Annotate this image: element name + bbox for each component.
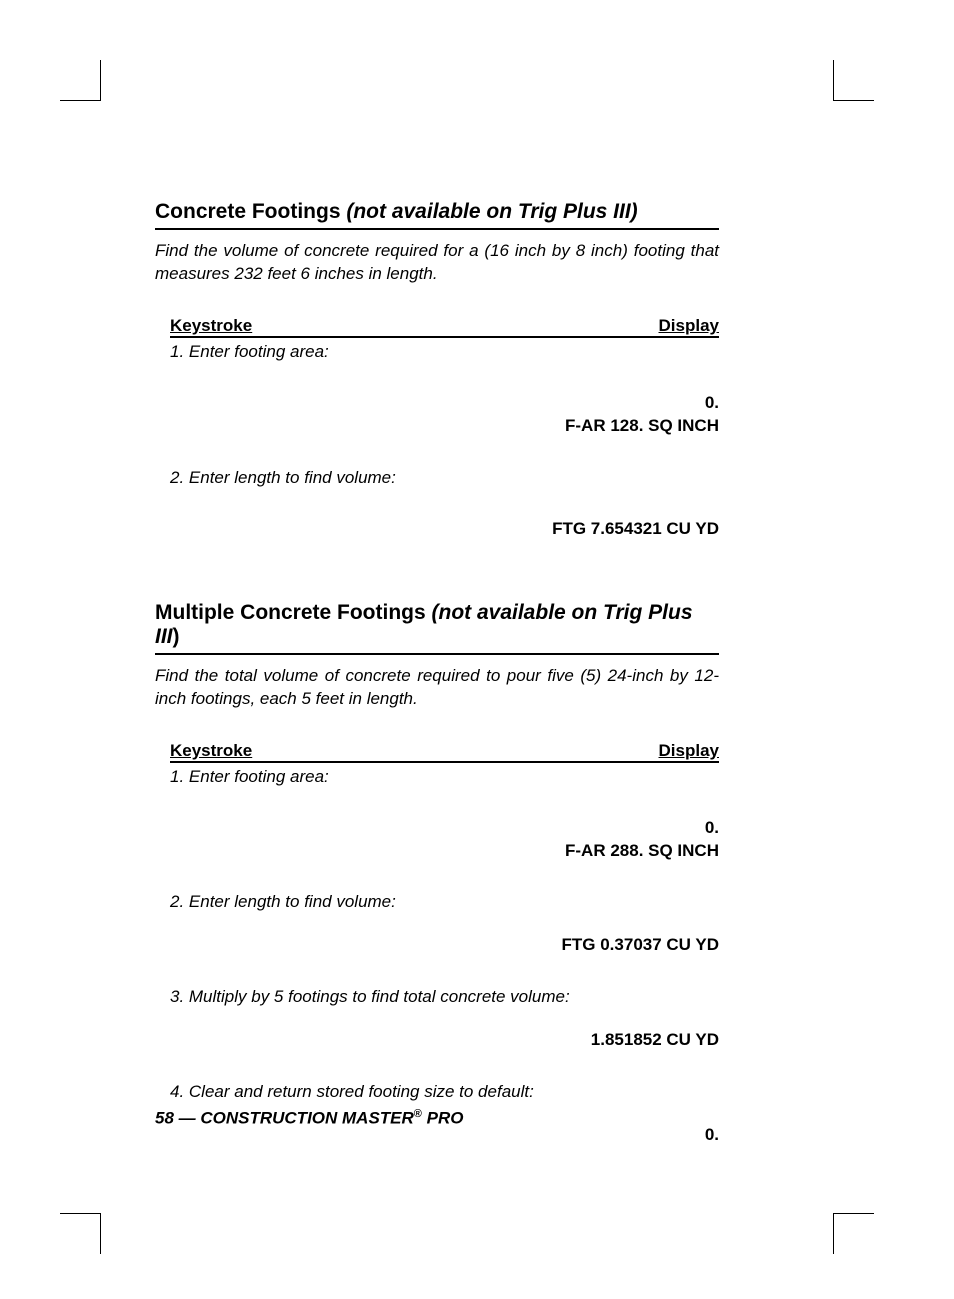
section1-step2-display: FTG 7.654321 CU YD	[155, 518, 719, 541]
section1-step1-display: 0. F-AR 128. SQ INCH	[155, 392, 719, 438]
section2-step4-label: 4. Clear and return stored footing size …	[170, 1082, 719, 1102]
page-footer: 58 — CONSTRUCTION MASTER® PRO	[155, 1108, 463, 1129]
section1-intro: Find the volume of concrete required for…	[155, 240, 719, 286]
footer-text: 58 — CONSTRUCTION MASTER	[155, 1109, 414, 1128]
section2-title-plain: Multiple Concrete Footings	[155, 601, 432, 624]
page: Concrete Footings (not available on Trig…	[0, 0, 954, 1299]
section2-step1-display: 0. F-AR 288. SQ INCH	[155, 817, 719, 863]
section1-title-plain: Concrete Footings	[155, 200, 346, 223]
spacer	[155, 571, 719, 601]
section1-title: Concrete Footings (not available on Trig…	[155, 200, 719, 230]
crop-mark-top-left	[60, 60, 101, 101]
section1-title-italic: (not available on Trig Plus III)	[346, 200, 637, 223]
section1-step1-label: 1. Enter footing area:	[170, 342, 719, 362]
section1-table-header: Keystroke Display	[170, 316, 719, 338]
section2-intro: Find the total volume of concrete requir…	[155, 665, 719, 711]
display-line: FTG 7.654321 CU YD	[155, 518, 719, 541]
section2-step1-label: 1. Enter footing area:	[170, 767, 719, 787]
crop-mark-bottom-left	[60, 1213, 101, 1254]
section2-step2-display: FTG 0.37037 CU YD	[155, 934, 719, 957]
section2-title-close: )	[173, 625, 180, 648]
header-display: Display	[659, 741, 719, 761]
footer-suffix: PRO	[422, 1109, 464, 1128]
content-area: Concrete Footings (not available on Trig…	[155, 200, 719, 1147]
header-keystroke: Keystroke	[170, 316, 252, 336]
section2-step3-label: 3. Multiply by 5 footings to find total …	[170, 987, 719, 1007]
display-line: F-AR 128. SQ INCH	[155, 415, 719, 438]
display-line: 1.851852 CU YD	[155, 1029, 719, 1052]
display-line: F-AR 288. SQ INCH	[155, 840, 719, 863]
header-display: Display	[659, 316, 719, 336]
section1-step2-label: 2. Enter length to find volume:	[170, 468, 719, 488]
display-line: 0.	[155, 392, 719, 415]
section2-title: Multiple Concrete Footings (not availabl…	[155, 601, 719, 655]
section2-step3-display: 1.851852 CU YD	[155, 1029, 719, 1052]
section2-table-header: Keystroke Display	[170, 741, 719, 763]
display-line: 0.	[155, 817, 719, 840]
crop-mark-top-right	[833, 60, 874, 101]
header-keystroke: Keystroke	[170, 741, 252, 761]
section2-step2-label: 2. Enter length to find volume:	[170, 892, 719, 912]
display-line: FTG 0.37037 CU YD	[155, 934, 719, 957]
crop-mark-bottom-right	[833, 1213, 874, 1254]
registered-mark: ®	[414, 1108, 422, 1120]
